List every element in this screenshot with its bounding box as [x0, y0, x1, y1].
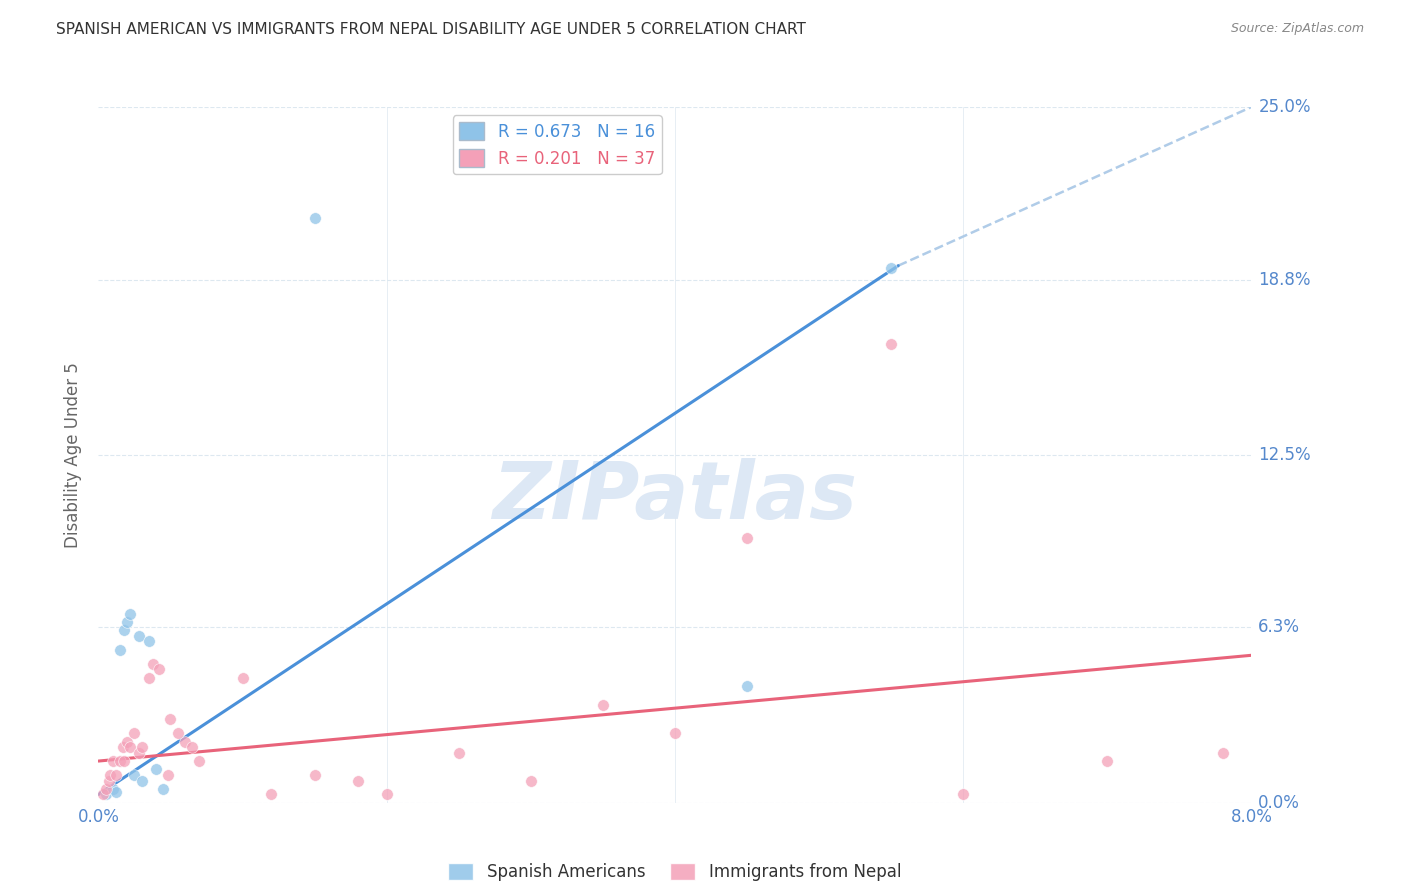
Point	[108, 642, 131, 657]
Point	[124, 768, 146, 782]
Point	[304, 768, 326, 782]
Point	[304, 211, 326, 226]
Text: 18.8%: 18.8%	[1258, 270, 1310, 289]
Point	[120, 607, 142, 621]
Point	[152, 781, 174, 796]
Point	[108, 754, 131, 768]
Text: 25.0%: 25.0%	[1258, 98, 1310, 116]
Text: Source: ZipAtlas.com: Source: ZipAtlas.com	[1230, 22, 1364, 36]
Point	[952, 788, 974, 802]
Point	[260, 788, 283, 802]
Point	[181, 740, 204, 755]
Point	[735, 679, 758, 693]
Point	[346, 773, 368, 788]
Point	[664, 726, 686, 740]
Point	[880, 261, 903, 276]
Point	[145, 763, 167, 777]
Point	[112, 624, 135, 638]
Text: 6.3%: 6.3%	[1258, 618, 1301, 637]
Point	[111, 740, 134, 755]
Point	[91, 788, 114, 802]
Point	[174, 734, 197, 748]
Point	[138, 671, 160, 685]
Point	[1097, 754, 1119, 768]
Text: SPANISH AMERICAN VS IMMIGRANTS FROM NEPAL DISABILITY AGE UNDER 5 CORRELATION CHA: SPANISH AMERICAN VS IMMIGRANTS FROM NEPA…	[56, 22, 806, 37]
Point	[735, 532, 758, 546]
Point	[188, 754, 211, 768]
Point	[104, 785, 127, 799]
Point	[120, 740, 142, 755]
Point	[94, 781, 117, 796]
Point	[166, 726, 188, 740]
Point	[94, 788, 117, 802]
Point	[375, 788, 398, 802]
Point	[138, 634, 160, 648]
Point	[101, 781, 124, 796]
Text: 0.0%: 0.0%	[1258, 794, 1301, 812]
Point	[97, 773, 120, 788]
Point	[128, 629, 150, 643]
Point	[447, 746, 470, 760]
Point	[117, 734, 138, 748]
Point	[159, 712, 181, 726]
Point	[1211, 746, 1234, 760]
Point	[112, 754, 135, 768]
Point	[101, 754, 124, 768]
Legend: Spanish Americans, Immigrants from Nepal: Spanish Americans, Immigrants from Nepal	[441, 856, 908, 888]
Point	[131, 740, 153, 755]
Point	[104, 768, 127, 782]
Point	[880, 336, 903, 351]
Point	[142, 657, 165, 671]
Point	[131, 773, 153, 788]
Point	[519, 773, 541, 788]
Point	[128, 746, 150, 760]
Point	[156, 768, 179, 782]
Point	[148, 662, 170, 676]
Y-axis label: Disability Age Under 5: Disability Age Under 5	[65, 362, 83, 548]
Point	[592, 698, 614, 713]
Point	[117, 615, 138, 629]
Text: ZIPatlas: ZIPatlas	[492, 458, 858, 536]
Point	[231, 671, 254, 685]
Text: 12.5%: 12.5%	[1258, 446, 1310, 464]
Point	[124, 726, 146, 740]
Point	[98, 768, 121, 782]
